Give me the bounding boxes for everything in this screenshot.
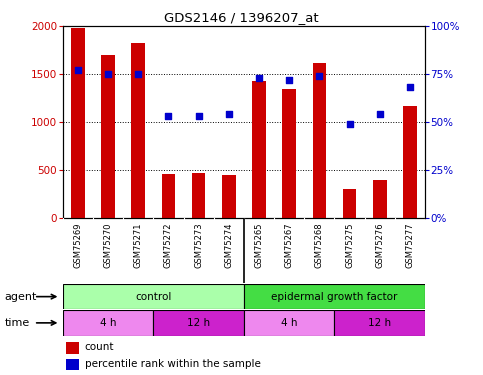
Point [104, 71, 112, 77]
Text: count: count [85, 342, 114, 352]
Point [225, 111, 233, 117]
Bar [162, 174, 175, 217]
Text: control: control [135, 292, 171, 302]
Text: GSM75273: GSM75273 [194, 223, 203, 268]
Text: GSM75269: GSM75269 [73, 223, 83, 268]
Text: GSM75275: GSM75275 [345, 223, 354, 268]
Point [255, 75, 263, 81]
Bar [313, 63, 326, 217]
Text: GSM75267: GSM75267 [284, 223, 294, 268]
Text: GSM75277: GSM75277 [405, 223, 414, 268]
Text: GSM75265: GSM75265 [255, 223, 264, 268]
Bar [154, 310, 244, 336]
Text: agent: agent [5, 292, 37, 302]
Text: epidermal growth factor: epidermal growth factor [271, 292, 398, 302]
Point [315, 73, 323, 79]
Bar [252, 81, 266, 218]
Bar [403, 106, 417, 218]
Point [165, 113, 172, 119]
Bar [373, 180, 386, 218]
Bar [244, 310, 334, 336]
Text: 4 h: 4 h [281, 318, 298, 328]
Text: 12 h: 12 h [368, 318, 391, 328]
Bar [63, 310, 154, 336]
Point [376, 111, 384, 117]
Bar [71, 28, 85, 218]
Bar [244, 284, 425, 309]
Bar [283, 89, 296, 218]
Point [346, 121, 354, 127]
Text: GDS2146 / 1396207_at: GDS2146 / 1396207_at [164, 11, 319, 24]
Bar [101, 55, 115, 217]
Text: GSM75272: GSM75272 [164, 223, 173, 268]
Text: GSM75274: GSM75274 [224, 223, 233, 268]
Text: 4 h: 4 h [100, 318, 116, 328]
Text: GSM75271: GSM75271 [134, 223, 143, 268]
Text: GSM75270: GSM75270 [103, 223, 113, 268]
Text: 12 h: 12 h [187, 318, 210, 328]
Bar [131, 44, 145, 218]
Bar [192, 172, 205, 217]
Text: time: time [5, 318, 30, 328]
Bar [343, 189, 356, 217]
Bar [222, 175, 236, 217]
Point [74, 67, 82, 73]
Point [134, 71, 142, 77]
Point [285, 77, 293, 83]
Bar [335, 310, 425, 336]
Point [195, 113, 202, 119]
Text: percentile rank within the sample: percentile rank within the sample [85, 359, 260, 369]
Bar [67, 342, 79, 354]
Bar [67, 359, 79, 370]
Text: GSM75268: GSM75268 [315, 223, 324, 268]
Text: GSM75276: GSM75276 [375, 223, 384, 268]
Point [406, 84, 414, 90]
Bar [63, 284, 244, 309]
